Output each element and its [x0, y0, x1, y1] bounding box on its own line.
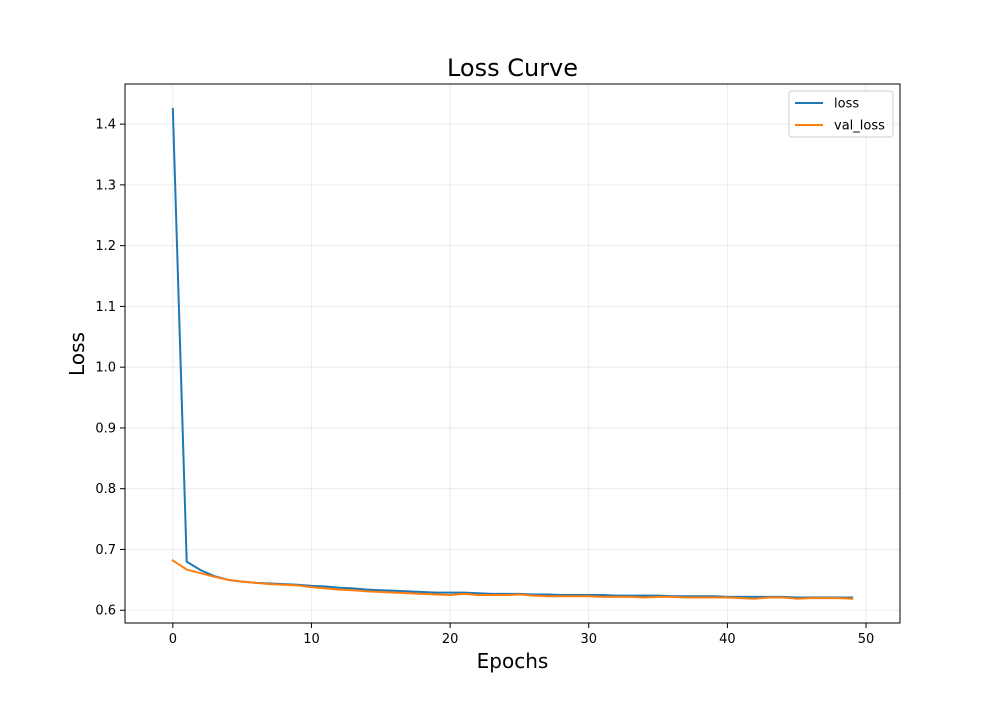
y-tick-label: 1.1 [95, 300, 116, 315]
x-axis: 0 10 20 30 40 50 [169, 623, 875, 647]
y-tick-label: 1.2 [95, 239, 116, 254]
chart-title: Loss Curve [447, 54, 578, 82]
x-tick-label: 30 [580, 632, 597, 647]
plot-area-frame [124, 83, 901, 624]
series-layer [171, 107, 854, 600]
y-tick-label: 0.6 [95, 604, 116, 619]
y-axis-label: Loss [65, 332, 89, 376]
y-tick-label: 0.8 [95, 482, 116, 497]
y-tick-label: 0.7 [95, 543, 116, 558]
series-line-loss [171, 107, 854, 599]
y-tick-label: 1.3 [95, 178, 116, 193]
y-tick-label: 0.9 [95, 421, 116, 436]
y-tick-label: 1.0 [95, 361, 116, 376]
x-tick-label: 0 [169, 632, 177, 647]
x-axis-label: Epochs [477, 649, 549, 673]
legend: loss val_loss [788, 90, 894, 138]
x-tick-label: 20 [442, 632, 459, 647]
legend-label: val_loss [834, 119, 885, 134]
grid [125, 84, 900, 623]
x-tick-label: 50 [858, 632, 875, 647]
y-tick-label: 1.4 [95, 118, 116, 133]
legend-label: loss [834, 97, 859, 112]
x-tick-label: 10 [303, 632, 320, 647]
x-tick-label: 40 [719, 632, 736, 647]
y-axis: 0.6 0.7 0.8 0.9 1.0 1.1 1.2 1.3 1.4 [95, 118, 125, 619]
series-line-val-loss [171, 559, 854, 600]
